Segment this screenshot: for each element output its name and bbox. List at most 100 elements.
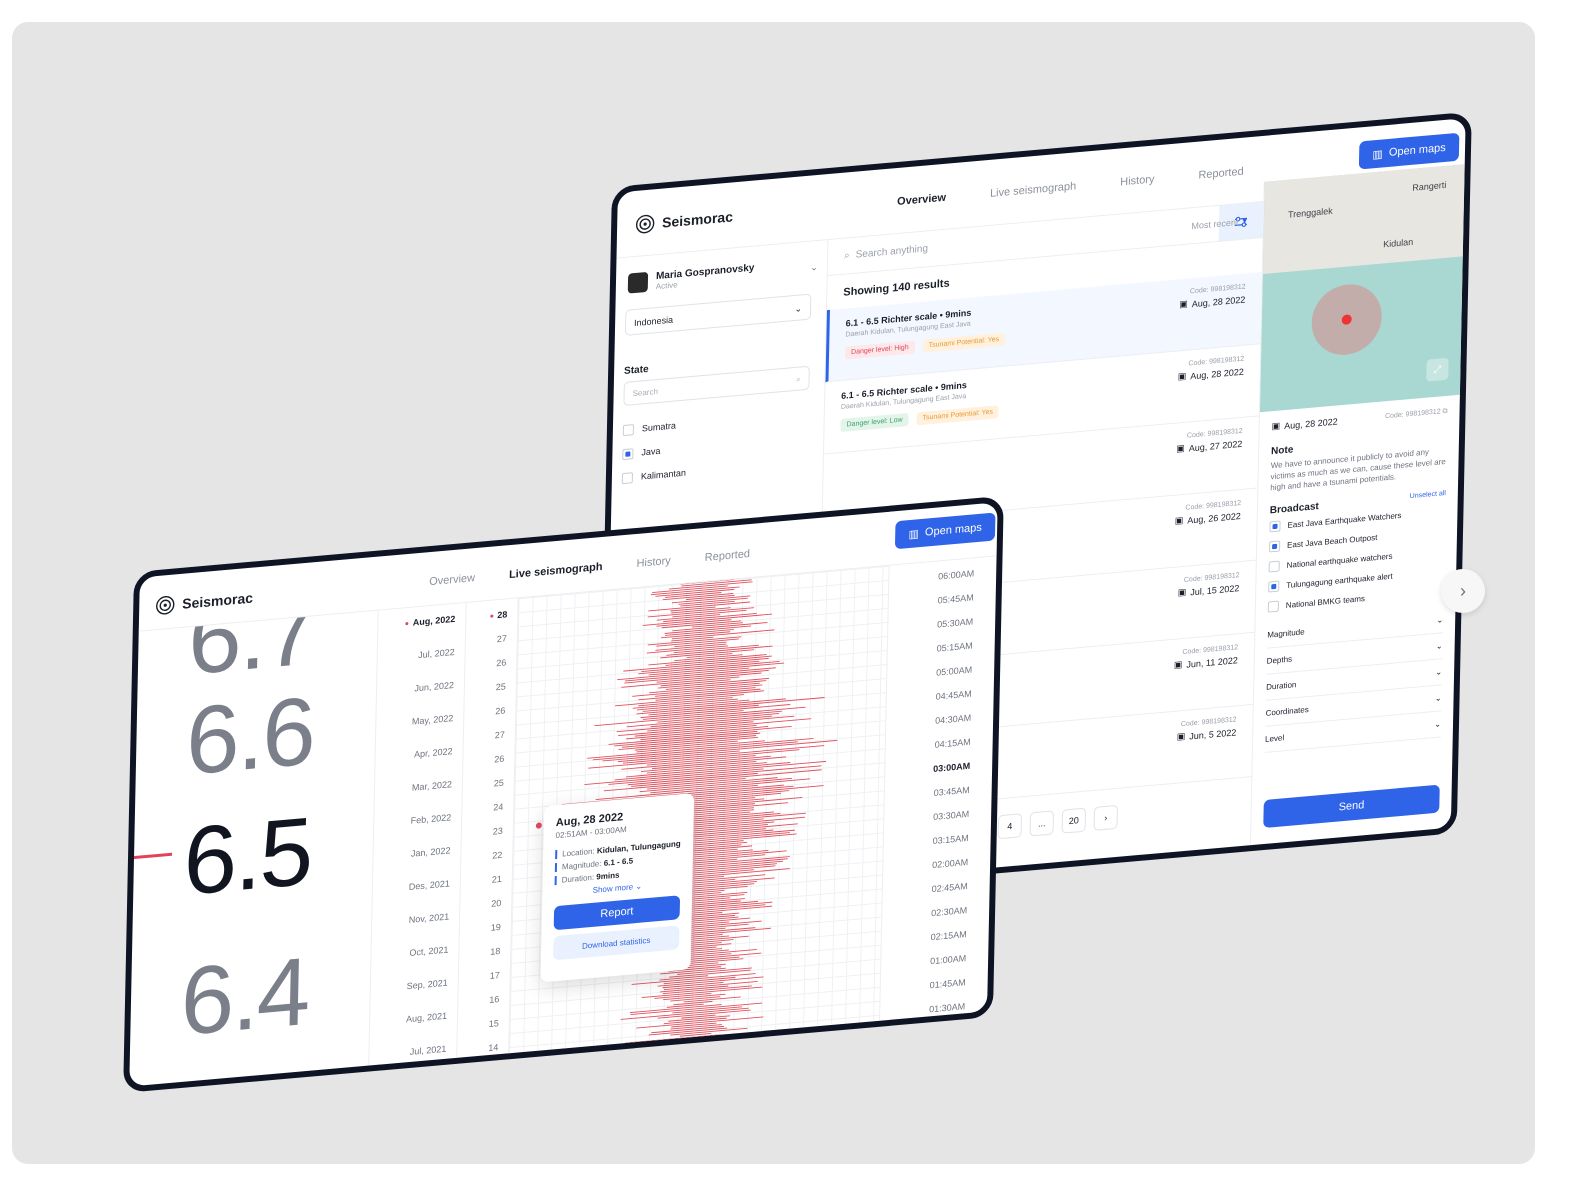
day-tick[interactable]: 18 (490, 946, 500, 957)
state-search-input[interactable]: Search ⌕ (623, 365, 810, 407)
open-maps-label: Open maps (1388, 141, 1446, 159)
time-tick[interactable]: 05:00AM (936, 665, 972, 678)
magnitude-scale[interactable]: 6.76.66.56.46.3 (129, 610, 379, 1087)
time-tick[interactable]: 02:00AM (932, 857, 968, 870)
page-button[interactable]: ... (1029, 810, 1055, 837)
month-tick[interactable]: Aug, 2022 (405, 614, 455, 628)
day-tick[interactable]: 25 (496, 681, 506, 692)
month-tick[interactable]: Feb, 2022 (411, 812, 452, 826)
day-tick[interactable]: 20 (491, 898, 501, 909)
time-tick[interactable]: 02:45AM (932, 881, 968, 894)
broadcast-checkbox[interactable] (1268, 580, 1280, 593)
day-tick[interactable]: 25 (494, 778, 504, 789)
month-tick[interactable]: Jul, 2022 (418, 647, 455, 660)
time-tick[interactable]: 01:30AM (929, 1001, 965, 1014)
user-menu[interactable]: Maria Gospranovsky Active ⌄ (627, 257, 818, 294)
time-tick[interactable]: 03:30AM (933, 809, 969, 822)
next-page-button[interactable]: › (1093, 804, 1119, 831)
tab-overview[interactable]: Overview (896, 191, 947, 209)
time-tick[interactable]: 05:45AM (938, 592, 974, 605)
time-tick[interactable]: 04:30AM (935, 713, 971, 726)
day-tick[interactable]: 13 (488, 1066, 498, 1077)
broadcast-checkbox[interactable] (1269, 520, 1281, 533)
country-select[interactable]: Indonesia ⌄ (624, 293, 812, 336)
month-tick[interactable]: Jan, 2022 (411, 845, 451, 858)
day-tick[interactable]: 17 (490, 970, 500, 981)
day-scale[interactable]: 28 27 26 25 26 27 26 25 24 23 22 21 20 19 18 17 16 15 14 13 (457, 598, 519, 1077)
day-tick[interactable]: 22 (492, 850, 502, 861)
month-tick[interactable]: Jul, 2021 (410, 1044, 447, 1057)
month-label: Apr, 2022 (413, 746, 453, 760)
state-checkbox[interactable] (622, 423, 634, 436)
month-tick[interactable]: Mar, 2022 (412, 779, 452, 793)
day-tick[interactable]: 26 (496, 657, 506, 668)
brand[interactable]: Seismorac (635, 206, 733, 235)
broadcast-checkbox[interactable] (1267, 600, 1279, 613)
time-tick[interactable]: 01:45AM (930, 977, 966, 990)
expand-map-button[interactable]: ⤢ (1426, 357, 1449, 382)
time-tick[interactable]: 04:45AM (936, 689, 972, 702)
time-tick[interactable]: 01:15AM (929, 1025, 965, 1038)
state-item[interactable]: Kalimantan (621, 461, 687, 491)
month-tick[interactable]: May, 2022 (412, 713, 454, 727)
day-tick[interactable]: 21 (492, 874, 502, 885)
day-label: 17 (489, 970, 500, 981)
day-tick[interactable]: 14 (488, 1042, 498, 1053)
open-maps-button[interactable]: ▥ Open maps (1358, 132, 1460, 170)
send-button[interactable]: Send (1263, 784, 1440, 829)
time-tick[interactable]: 03:15AM (933, 833, 969, 846)
day-tick[interactable]: 23 (493, 826, 503, 837)
month-tick[interactable]: Sep, 2021 (407, 978, 448, 992)
tab-live-seismograph[interactable]: Live seismograph (508, 560, 603, 582)
filter-toggle-button[interactable] (1218, 201, 1264, 242)
sort-dropdown[interactable]: Most recent ▾ (1191, 215, 1247, 231)
day-tick[interactable]: 19 (491, 922, 501, 933)
tab-reported[interactable]: Reported (1198, 165, 1244, 182)
tab-history[interactable]: History (636, 554, 671, 570)
time-tick[interactable]: 06:00AM (938, 568, 974, 581)
month-tick[interactable]: Nov, 2021 (409, 911, 450, 925)
next-slide-button[interactable]: › (1441, 569, 1485, 613)
day-tick[interactable]: 27 (497, 633, 507, 644)
day-tick[interactable]: 26 (495, 705, 505, 716)
tab-live-seismograph[interactable]: Live seismograph (989, 180, 1077, 200)
month-tick[interactable]: Aug, 2021 (406, 1011, 447, 1025)
page-button[interactable]: 20 (1061, 807, 1087, 834)
day-tick[interactable]: 16 (489, 994, 499, 1005)
state-checkbox[interactable] (622, 447, 634, 460)
day-tick[interactable]: 24 (493, 802, 503, 813)
download-statistics-button[interactable]: Download statistics (553, 925, 680, 961)
time-tick[interactable]: 02:30AM (931, 905, 967, 918)
event-map[interactable]: Trenggalek Rangerti Kidulan ⤢ (1259, 164, 1465, 413)
month-tick[interactable]: Jun, 2021 (406, 1077, 446, 1090)
tab-history[interactable]: History (1120, 173, 1155, 189)
time-tick[interactable]: 05:30AM (937, 616, 973, 629)
month-tick[interactable]: Jun, 2022 (414, 680, 454, 693)
broadcast-checkbox[interactable] (1268, 560, 1280, 573)
day-tick[interactable]: 15 (489, 1018, 499, 1029)
tab-reported[interactable]: Reported (704, 547, 751, 564)
time-tick[interactable]: 01:00AM (930, 953, 966, 966)
time-tick[interactable]: 03:45AM (934, 785, 970, 798)
broadcast-checkbox[interactable] (1268, 540, 1281, 553)
month-scale[interactable]: Aug, 2022 Jul, 2022 Jun, 2022 May, 2022 Apr,… (369, 602, 467, 1090)
day-tick[interactable]: 27 (495, 730, 505, 741)
day-tick[interactable]: 28 (490, 609, 507, 621)
tab-overview[interactable]: Overview (429, 572, 476, 589)
page-button[interactable]: 4 (997, 813, 1023, 840)
report-button[interactable]: Report (553, 895, 681, 931)
time-tick[interactable]: 05:15AM (937, 640, 973, 653)
day-tick[interactable]: 26 (494, 754, 504, 765)
month-tick[interactable]: Oct, 2021 (409, 945, 448, 958)
month-tick[interactable]: Des, 2021 (409, 878, 450, 892)
brand[interactable]: Seismorac (155, 588, 253, 617)
time-tick[interactable]: 04:15AM (935, 737, 971, 750)
copy-icon[interactable]: ⧉ (1442, 407, 1448, 415)
time-tick[interactable]: 02:15AM (931, 929, 967, 942)
open-maps-button[interactable]: ▥ Open maps (894, 512, 996, 550)
month-tick[interactable]: Apr, 2022 (414, 746, 453, 759)
state-checkbox[interactable] (621, 471, 633, 484)
seismograph-chart[interactable]: Aug, 28 2022 02:51AM - 03:00AM Location:… (509, 565, 889, 1054)
time-scale[interactable]: 06:00AM 05:45AM 05:30AM 05:15AM 05:00AM 04:45… (879, 556, 997, 1038)
time-tick[interactable]: 03:00AM (929, 761, 970, 775)
